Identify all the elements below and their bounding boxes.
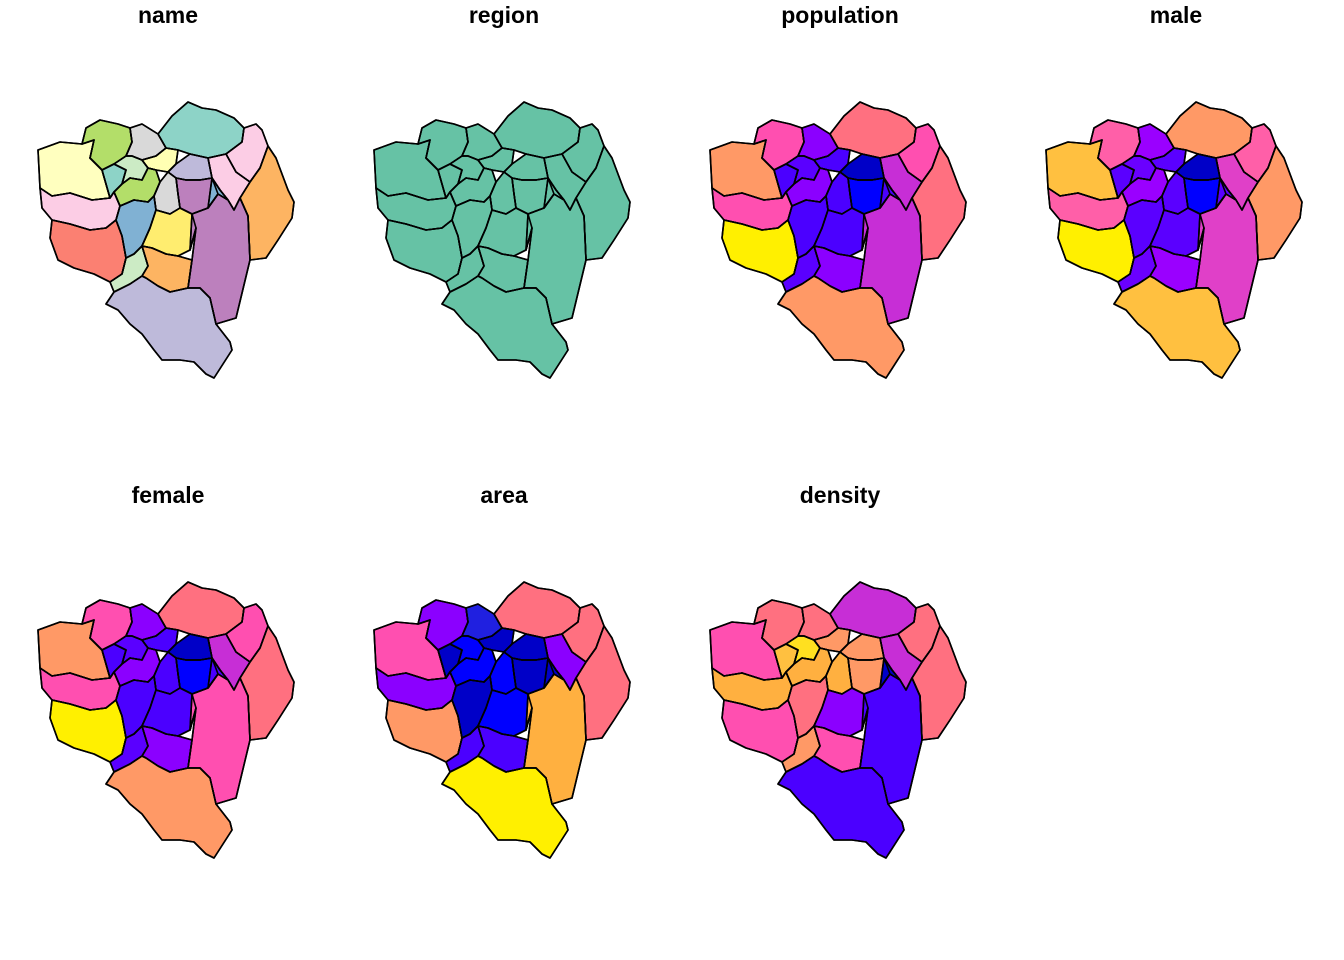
panel-title-density: density [799, 482, 881, 508]
map-population [709, 101, 967, 379]
ward-outline-22 [1113, 275, 1241, 379]
ward-outline-23 [543, 657, 565, 689]
map-name [37, 101, 295, 379]
ward-outline-22 [105, 755, 233, 859]
ward-outline-23 [1215, 177, 1237, 209]
ward-outline-22 [777, 275, 905, 379]
panel-area: area [336, 480, 672, 960]
ward-outline-23 [207, 657, 229, 689]
panel-name: name [0, 0, 336, 480]
ward-outline-23 [207, 177, 229, 209]
map-density [709, 581, 967, 859]
ward-outline-23 [879, 177, 901, 209]
map-male [1045, 101, 1303, 379]
panel-title-region: region [468, 2, 540, 28]
panel-title-male: male [1149, 2, 1203, 28]
map-area [373, 581, 631, 859]
panel-region: region [336, 0, 672, 480]
panel-density: density [672, 480, 1008, 960]
panel-title-population: population [781, 2, 899, 28]
ward-outline-23 [543, 177, 565, 209]
map-female [37, 581, 295, 859]
panel-population: population [672, 0, 1008, 480]
panel-title-name: name [137, 2, 199, 28]
ward-outline-23 [879, 657, 901, 689]
ward-outline-22 [441, 275, 569, 379]
ward-outline-22 [441, 755, 569, 859]
panel-female: female [0, 480, 336, 960]
ward-outline-22 [777, 755, 905, 859]
map-region [373, 101, 631, 379]
panel-title-female: female [131, 482, 205, 508]
ward-outline-22 [105, 275, 233, 379]
panel-title-area: area [480, 482, 528, 508]
panel-male: male [1008, 0, 1344, 480]
